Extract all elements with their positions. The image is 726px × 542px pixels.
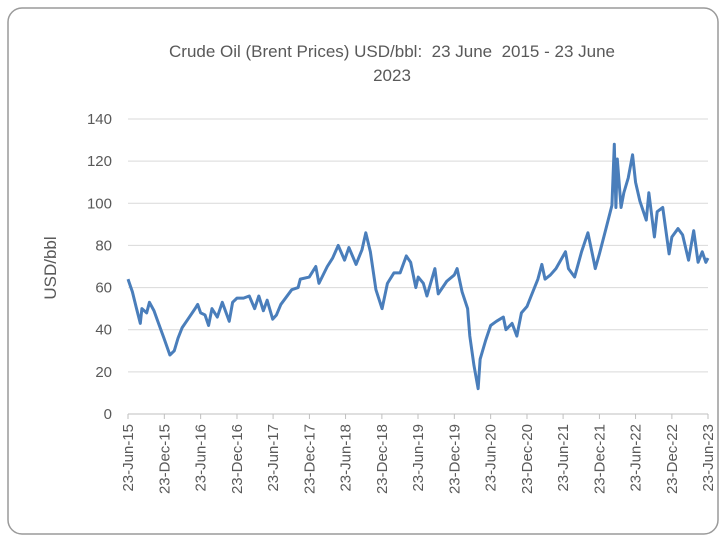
x-tick-label: 23-Dec-22 (664, 424, 681, 494)
price-line (126, 142, 710, 391)
x-tick-label: 23-Dec-17 (301, 424, 318, 494)
x-tick-label: 23-Jun-23 (700, 424, 717, 492)
x-tick-label: 23-Jun-20 (483, 424, 500, 492)
y-tick-label: 0 (104, 406, 112, 423)
x-tick-label: 23-Jun-17 (265, 424, 282, 492)
chart-title: Crude Oil (Brent Prices) USD/bbl: 23 Jun… (169, 42, 625, 85)
x-tick-label: 23-Dec-21 (591, 424, 608, 494)
x-tick-label: 23-Jun-19 (410, 424, 427, 492)
y-tick-label: 120 (87, 153, 112, 170)
x-tick-label: 23-Jun-21 (555, 424, 572, 492)
y-tick-label: 100 (87, 195, 112, 212)
chart-frame (7, 7, 719, 535)
x-tick-label: 23-Jun-18 (338, 424, 355, 492)
y-tick-label: 140 (87, 111, 112, 128)
y-tick-label: 40 (95, 322, 112, 339)
x-tick-label: 23-Dec-16 (229, 424, 246, 494)
x-tick-label: 23-Jun-22 (628, 424, 645, 492)
x-tick-label: 23-Jun-15 (120, 424, 137, 492)
x-tick-label: 23-Dec-19 (446, 424, 463, 494)
y-tick-label: 20 (95, 364, 112, 381)
x-tick-label: 23-Dec-18 (374, 424, 391, 494)
x-tick-label: 23-Dec-20 (519, 424, 536, 494)
x-tick-label: 23-Jun-16 (193, 424, 210, 492)
y-axis-label: USD/bbl (41, 236, 60, 299)
y-tick-label: 60 (95, 280, 112, 297)
x-tick-label: 23-Dec-15 (156, 424, 173, 494)
y-tick-label: 80 (95, 237, 112, 254)
